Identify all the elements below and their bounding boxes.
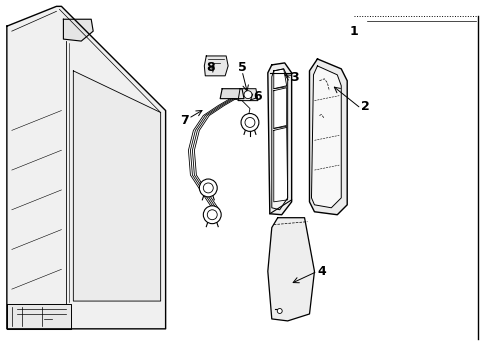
Text: 1: 1 <box>350 24 359 38</box>
Polygon shape <box>310 59 347 215</box>
Polygon shape <box>272 69 288 210</box>
Text: 3: 3 <box>290 71 299 84</box>
Text: 8: 8 <box>206 61 215 75</box>
Polygon shape <box>74 71 161 301</box>
Polygon shape <box>274 88 287 129</box>
Text: 2: 2 <box>361 100 369 113</box>
Circle shape <box>203 183 213 193</box>
Text: 7: 7 <box>180 114 189 127</box>
Text: 4: 4 <box>317 265 326 278</box>
Circle shape <box>199 179 217 197</box>
Polygon shape <box>204 56 228 76</box>
Polygon shape <box>238 89 258 100</box>
Polygon shape <box>268 63 292 215</box>
Circle shape <box>277 309 282 314</box>
Polygon shape <box>268 218 315 321</box>
Polygon shape <box>274 69 287 89</box>
Polygon shape <box>220 89 244 99</box>
Circle shape <box>244 91 252 99</box>
Text: 6: 6 <box>254 90 262 103</box>
Polygon shape <box>7 304 72 329</box>
Text: 5: 5 <box>238 61 246 75</box>
Circle shape <box>203 206 221 224</box>
Polygon shape <box>63 19 93 41</box>
Polygon shape <box>7 6 166 329</box>
Polygon shape <box>312 66 341 208</box>
Circle shape <box>241 113 259 131</box>
Circle shape <box>245 117 255 127</box>
Polygon shape <box>274 127 288 202</box>
Circle shape <box>207 210 217 220</box>
